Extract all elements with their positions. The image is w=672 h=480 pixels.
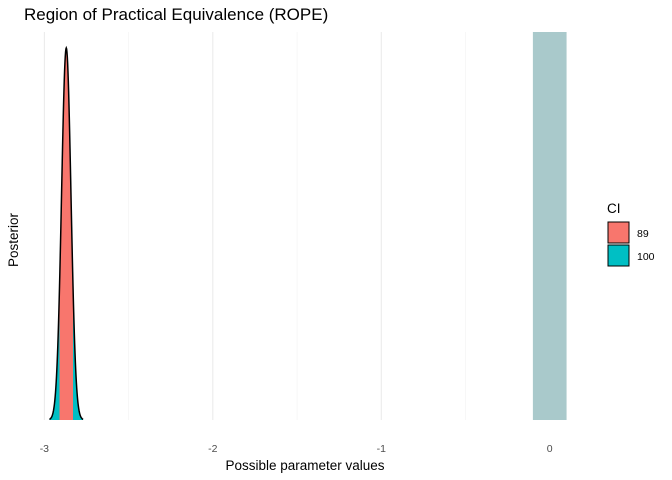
x-tick-label: -3 [40,443,49,455]
legend-key [607,221,630,244]
legend: CI 89 100 [607,201,655,267]
legend-label: 89 [637,228,649,240]
x-tick-label: 0 [547,443,553,455]
legend-label: 100 [637,251,655,263]
gridlines [43,32,551,420]
x-axis-ticks: -3 -2 -1 0 [40,443,553,455]
posterior-density [49,45,84,421]
legend-entries: 89 100 [607,221,655,267]
chart-title: Region of Practical Equivalence (ROPE) [24,5,328,24]
x-tick-label: -2 [208,443,217,455]
legend-key [607,244,630,267]
rope-band [532,32,567,420]
density-outline [49,45,84,421]
x-tick-label: -1 [377,443,386,455]
legend-title: CI [607,201,621,216]
ci-89-area [59,48,74,420]
x-axis-title: Possible parameter values [225,458,384,473]
y-axis-title: Posterior [6,212,21,267]
